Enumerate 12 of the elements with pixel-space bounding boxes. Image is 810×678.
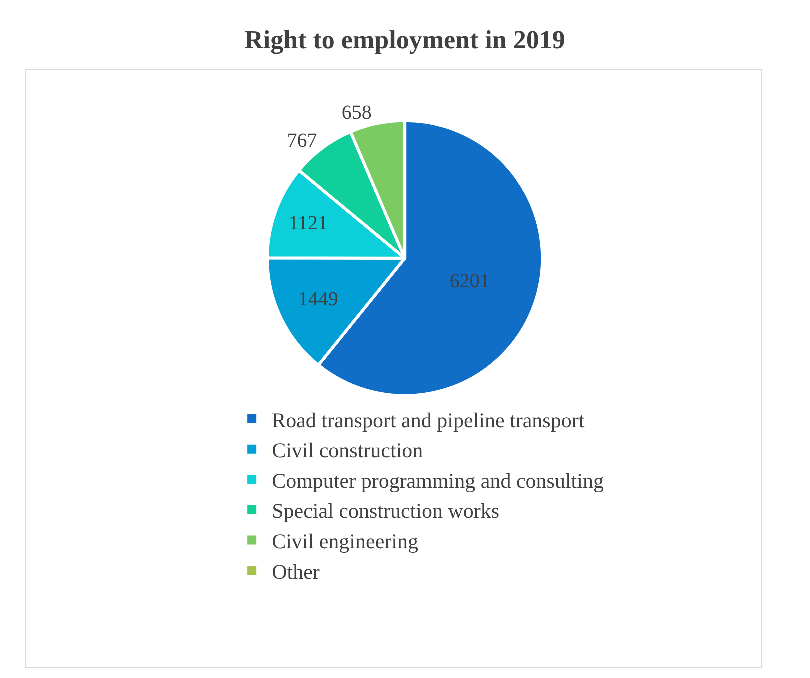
data-label: 1121 xyxy=(288,212,328,234)
legend-label: Special construction works xyxy=(272,499,500,524)
legend-label: Road transport and pipeline transport xyxy=(272,408,585,432)
legend-label: Civil construction xyxy=(272,438,424,463)
legend-label: Civil engineering xyxy=(272,529,419,554)
chart-title: Right to employment in 2019 xyxy=(244,26,566,55)
legend-label: Other xyxy=(272,560,320,584)
data-label: 1449 xyxy=(298,288,338,311)
data-label: 6201 xyxy=(450,270,490,292)
data-label: 767 xyxy=(287,130,318,152)
data-label: 658 xyxy=(342,102,372,124)
legend-label: Computer programming and consulting xyxy=(272,468,604,493)
